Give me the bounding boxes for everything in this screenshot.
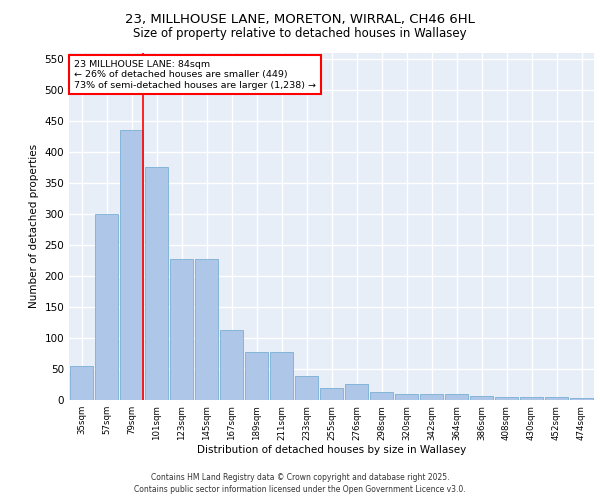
Bar (220, 330, 243, 400)
Bar (145, 168, 168, 400)
Y-axis label: Number of detached properties: Number of detached properties (29, 144, 39, 308)
Bar (520, 397, 543, 400)
Text: Contains HM Land Registry data © Crown copyright and database right 2025.
Contai: Contains HM Land Registry data © Crown c… (134, 473, 466, 494)
Bar (570, 398, 593, 400)
Bar (370, 392, 393, 400)
Text: 23 MILLHOUSE LANE: 84sqm
← 26% of detached houses are smaller (449)
73% of semi-: 23 MILLHOUSE LANE: 84sqm ← 26% of detach… (74, 60, 316, 90)
Bar (70, 366, 93, 400)
Bar (470, 396, 493, 400)
Bar (420, 394, 443, 400)
Bar (320, 388, 343, 400)
Bar (545, 397, 568, 400)
Bar (195, 259, 218, 400)
Bar (445, 394, 468, 400)
Bar (120, 130, 143, 400)
Bar (295, 376, 318, 400)
Text: Size of property relative to detached houses in Wallasey: Size of property relative to detached ho… (133, 28, 467, 40)
Bar (245, 352, 268, 400)
Bar (170, 259, 193, 400)
X-axis label: Distribution of detached houses by size in Wallasey: Distribution of detached houses by size … (197, 446, 466, 456)
Bar (345, 384, 368, 400)
Bar (270, 352, 293, 400)
Text: 23, MILLHOUSE LANE, MORETON, WIRRAL, CH46 6HL: 23, MILLHOUSE LANE, MORETON, WIRRAL, CH4… (125, 12, 475, 26)
Bar (495, 397, 518, 400)
Bar (95, 214, 118, 400)
Bar (395, 394, 418, 400)
